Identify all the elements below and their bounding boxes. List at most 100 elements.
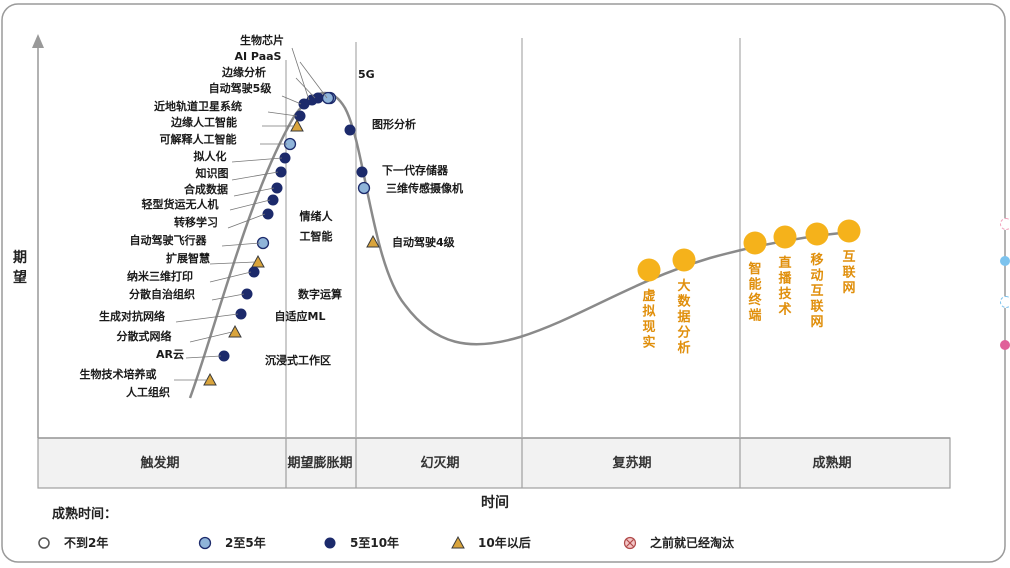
x-axis-label: 时间 [481,494,509,511]
technology-label: 下一代存储器 [382,163,449,177]
navy-circle-marker [267,194,279,206]
leader-line [231,157,283,163]
leader-line [267,111,298,117]
navy-circle-marker [248,266,260,278]
technology-label: 情绪人 [300,209,334,223]
technology-label: 自动驾驶4级 [392,235,456,249]
navy-circle-marker [324,537,336,549]
highlight-dot [743,231,767,255]
phase-label: 成熟期 [812,455,851,471]
highlight-label: 互联网 [842,250,855,296]
technology-label: 自动驾驶飞行器 [130,233,208,247]
leader-line [299,61,328,99]
navy-circle-marker [279,152,291,164]
technology-label: 边缘人工智能 [170,115,237,129]
leader-line [175,313,239,323]
deco-blue-dot [1000,256,1010,266]
navy-circle-marker [294,110,306,122]
navy-circle-marker [298,98,310,110]
leader-line [189,331,233,343]
highlight-label: 虚拟现实 [642,288,655,351]
technology-label: 图形分析 [372,117,416,131]
navy-circle-marker [275,166,287,178]
highlight-label: 大数据分析 [677,278,691,356]
legend-item-label: 10年以后 [478,535,531,550]
navy-circle-marker [241,288,253,300]
legend-item-label: 5至10年 [350,535,399,550]
hype-curve [188,91,851,399]
legend-title: 成熟时间： [52,506,117,522]
technology-label: 轻型货运无人机 [142,197,219,211]
technology-label: 生物技术培养或 [80,367,157,381]
navy-circle-marker [218,350,230,362]
technology-label: 工智能 [300,229,333,243]
technology-label: 分散自治组织 [129,287,195,301]
legend-item-label: 不到2年 [64,535,108,550]
highlight-label: 智能终端 [748,261,762,324]
y-axis-arrow-icon [32,34,44,48]
leader-line [209,261,256,265]
orange-triangle-marker [203,372,217,386]
leader-line [291,47,310,101]
technology-markers [203,91,861,386]
orange-triangle-marker [228,324,242,338]
technology-label: 自动驾驶5级 [209,81,273,95]
highlight-dot [637,258,661,282]
navy-circle-marker [312,92,324,104]
light-blue-circle-marker [357,181,371,195]
phase-band [37,437,951,489]
highlight-label: 移动互联网 [810,252,823,330]
technology-label: AR云 [156,348,184,361]
leader-line [209,271,252,283]
navy-circle-marker [271,182,283,194]
phase-labels: 触发期 期望膨胀期 幻灭期 复苏期 成熟期 [139,455,851,471]
technology-label: 5G [358,68,375,81]
legend-item-label: 之前就已经淘汰 [650,535,735,550]
technology-label: 合成数据 [184,182,228,196]
technology-label: 转移学习 [174,215,218,229]
phase-label: 期望膨胀期 [287,455,352,471]
technology-label: 沉浸式工作区 [265,353,331,367]
leader-line [231,171,279,181]
leader-line [281,95,302,105]
technology-label: 数字运算 [298,287,342,301]
highlight-dot [773,225,797,249]
leader-line [227,213,266,229]
orange-triangle-marker [366,234,380,248]
technology-label: 生成对抗网络 [99,309,165,323]
leader-line [229,199,271,211]
phase-label: 幻灭期 [420,455,459,471]
highlight-label: 直播技术 [777,255,792,318]
technology-label: 自适应ML [275,309,326,323]
deco-magenta-dot [1000,340,1010,350]
navy-circle-marker [344,124,356,136]
navy-circle-marker [262,208,274,220]
legend-item-label: 2至5年 [225,535,266,550]
slide-frame [1,3,1006,563]
open-circle-marker [38,537,50,549]
legend: 成熟时间： 不到2年 2至5年 5至10年 10年以后 之前就已经淘汰 [38,506,735,550]
technology-label: 可解释人工智能 [160,132,237,146]
technology-label: 近地轨道卫星系统 [154,99,242,113]
highlight-dot [837,219,861,243]
technology-labels: 生物芯片 AI PaaS 边缘分析自动驾驶5级近地轨道卫星系统边缘人工智能可解释人工… [80,33,856,399]
orange-triangle-marker [251,254,265,268]
y-axis-label-2: 望 [13,269,27,286]
phase-label: 复苏期 [611,455,651,471]
navy-circle-marker [356,166,368,178]
technology-label: 边缘分析 [221,65,266,79]
highlight-dot [805,222,829,246]
leader-line [295,77,316,99]
technology-label: 人工组织 [126,385,170,399]
leader-line [211,293,245,301]
orange-triangle-marker [290,118,304,132]
technology-label: 扩展智慧 [166,251,210,265]
technology-label: 生物芯片 [240,33,284,47]
deco-blue-ring [1000,296,1010,308]
technology-label: 知识图 [195,166,229,180]
technology-label: 拟人化 [194,149,227,163]
y-axis-label-1: 期 [13,250,27,266]
technology-label: 分散式网络 [117,329,172,343]
